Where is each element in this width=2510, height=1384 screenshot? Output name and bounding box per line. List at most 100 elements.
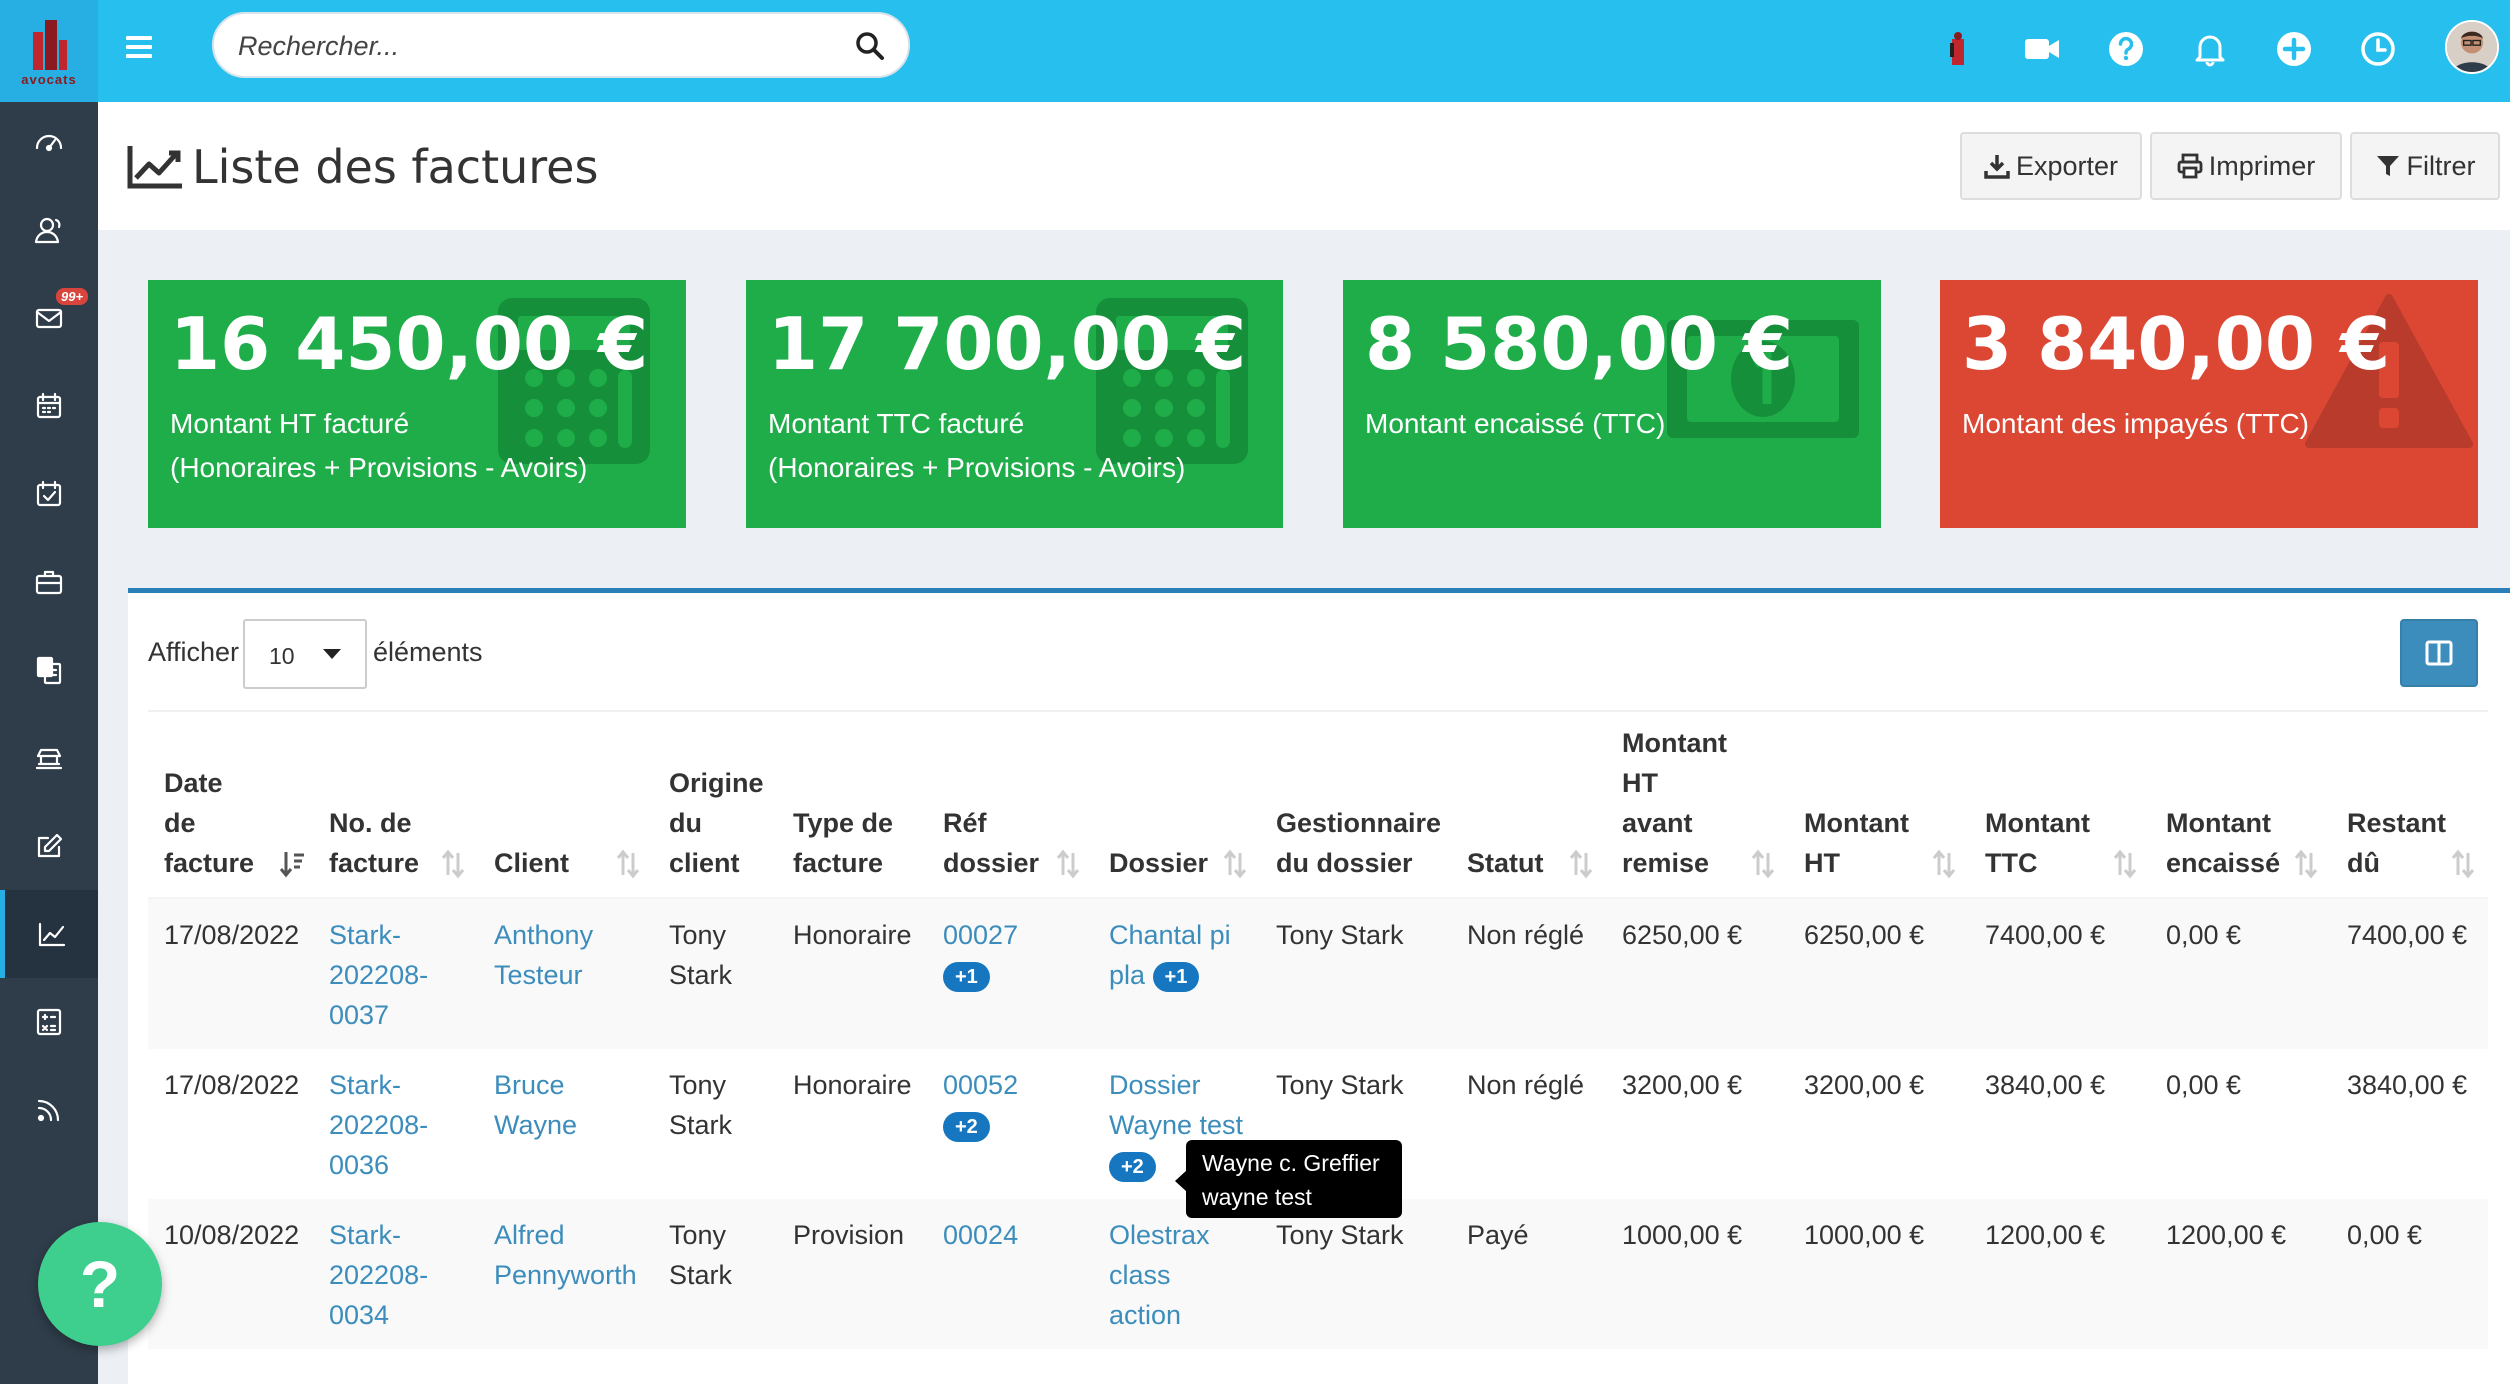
more-cases-badge[interactable]: +1 [1152,961,1200,992]
user-icon[interactable] [1934,22,1982,76]
column-header-ht-before-discount[interactable]: Montant HT avant remise [1606,713,1788,899]
sort-icon [2451,849,2475,879]
cell-case-ref: 00027 +1 [927,898,1093,1049]
sidebar-item-contacts[interactable] [0,186,98,274]
page-size-value: 10 [269,643,295,669]
invoices-table: Date de facture No. de facture Client Origi… [148,713,2488,1349]
help-icon[interactable] [2102,22,2150,76]
sidebar-item-calculator[interactable] [0,978,98,1066]
help-floating-button[interactable]: ? [38,1222,162,1346]
edit-icon [37,833,63,858]
plus-icon[interactable] [2270,22,2318,76]
column-header-case-ref[interactable]: Réf dossier [927,713,1093,899]
case-link[interactable]: Chantal pi pla [1109,920,1231,990]
video-icon[interactable] [2018,22,2066,76]
sidebar-item-feed[interactable] [0,1066,98,1154]
invoice-number-link[interactable]: Stark- 202208- 0034 [329,1220,429,1330]
sidebar-item-documents[interactable] [0,626,98,714]
cell-ht-before-discount: 6250,00 € [1606,898,1788,1049]
stat-label: Montant des impayés (TTC) [1962,408,2309,439]
sidebar-item-invoices[interactable] [0,890,98,978]
cell-case: Chantal pi pla +1 [1093,898,1260,1049]
menu-toggle-icon[interactable] [126,34,154,62]
export-button[interactable]: Exporter [1960,132,2142,200]
cell-ttc: 7400,00 € [1969,898,2150,1049]
cell-case: Dossier Wayne test +2 [1093,1049,1260,1199]
client-link[interactable]: Bruce Wayne [494,1070,578,1140]
cell-ht-before-discount: 3200,00 € [1622,1070,1743,1100]
top-bar [98,0,2510,102]
more-refs-badge[interactable]: +2 [943,1111,990,1142]
bell-icon[interactable] [2186,22,2234,76]
cell-case: Olestrax class action [1093,1199,1260,1349]
sort-icon [1056,849,1080,879]
stat-amount: 16 450,00 € [170,302,649,386]
column-header-case-manager: Gestionnaire du dossier [1260,713,1451,899]
invoice-number-link[interactable]: Stark- 202208- 0037 [329,920,429,1030]
client-link[interactable]: Alfred Pennyworth [494,1220,637,1290]
avatar[interactable] [2445,20,2499,74]
case-ref-link[interactable]: 00052 [943,1070,1019,1100]
sidebar-item-mail[interactable]: 99+ [0,274,98,362]
cell-client-origin: Tony Stark [669,1070,733,1140]
column-header-ttc[interactable]: Montant TTC [1969,713,2150,899]
column-header-ht[interactable]: Montant HT [1788,713,1969,899]
filter-icon [2376,156,2399,176]
clock-icon[interactable] [2354,22,2402,76]
calculator-icon [498,298,650,464]
search-icon[interactable] [854,30,886,62]
column-header-status[interactable]: Statut [1451,713,1606,899]
column-header-remaining[interactable]: Restant dû [2331,713,2488,899]
case-tooltip: Wayne c. Greffier wayne test [1186,1140,1402,1218]
cell-invoice-number: Stark- 202208- 0034 [313,1199,478,1349]
case-ref-link[interactable]: 00024 [943,1220,1019,1250]
column-header-collected[interactable]: Montant encaissé [2150,713,2331,899]
column-header-date[interactable]: Date de facture [148,713,313,899]
sort-icon [1932,849,1956,879]
cell-collected: 0,00 € [2166,1070,2242,1100]
dashboard-icon [35,134,63,152]
column-header-case[interactable]: Dossier [1093,713,1260,899]
sidebar-item-edit[interactable] [0,802,98,890]
more-cases-badge[interactable]: +2 [1109,1151,1156,1182]
app-logo[interactable]: avocats [0,0,98,102]
more-refs-badge[interactable]: +1 [943,961,990,992]
cell-client: Anthony Testeur [478,898,653,1049]
column-header-invoice-type: Type de facture [777,713,927,899]
page-size-select[interactable]: 10 [243,619,367,689]
column-header-number[interactable]: No. de facture [313,713,478,899]
page-size-label: Afficher [148,637,240,667]
column-header-client[interactable]: Client [478,713,653,899]
page-title: Liste des factures [192,140,599,194]
client-link[interactable]: Anthony Testeur [494,920,594,990]
cell-ttc: 1200,00 € [1969,1199,2150,1349]
cell-ht: 3200,00 € [1804,1070,1925,1100]
stat-box-unpaid: 3 840,00 € Montant des impayés (TTC) [1940,280,2478,528]
sidebar-item-dashboard[interactable] [0,98,98,186]
column-visibility-button[interactable] [2400,619,2478,687]
case-link[interactable]: Olestrax class action [1109,1220,1210,1330]
contacts-icon [34,217,61,244]
sidebar-item-court[interactable] [0,714,98,802]
filter-button[interactable]: Filtrer [2350,132,2500,200]
cell-invoice-type: Honoraire [793,1070,912,1100]
warning-icon [2305,294,2473,448]
case-ref-link[interactable]: 00027 [943,920,1019,950]
search-input[interactable] [238,28,838,64]
invoice-number-link[interactable]: Stark- 202208- 0036 [329,1070,429,1180]
cell-case-manager: Tony Stark [1260,1199,1451,1349]
sidebar-item-calendar[interactable] [0,362,98,450]
sort-icon [2113,849,2137,879]
line-chart-icon [127,146,182,189]
calculator-icon [1096,298,1248,464]
print-button[interactable]: Imprimer [2150,132,2342,200]
briefcase-icon [35,570,63,595]
sidebar-item-tasks[interactable] [0,450,98,538]
cell-status: Non réglé [1451,898,1606,1049]
cell-ht-before-discount: 1000,00 € [1606,1199,1788,1349]
calendar-icon [36,392,62,419]
sidebar-item-cases[interactable] [0,538,98,626]
case-link[interactable]: Dossier Wayne test [1109,1070,1244,1140]
cell-remaining: 7400,00 € [2331,898,2488,1049]
cell-date: 17/08/2022 [148,898,313,1049]
